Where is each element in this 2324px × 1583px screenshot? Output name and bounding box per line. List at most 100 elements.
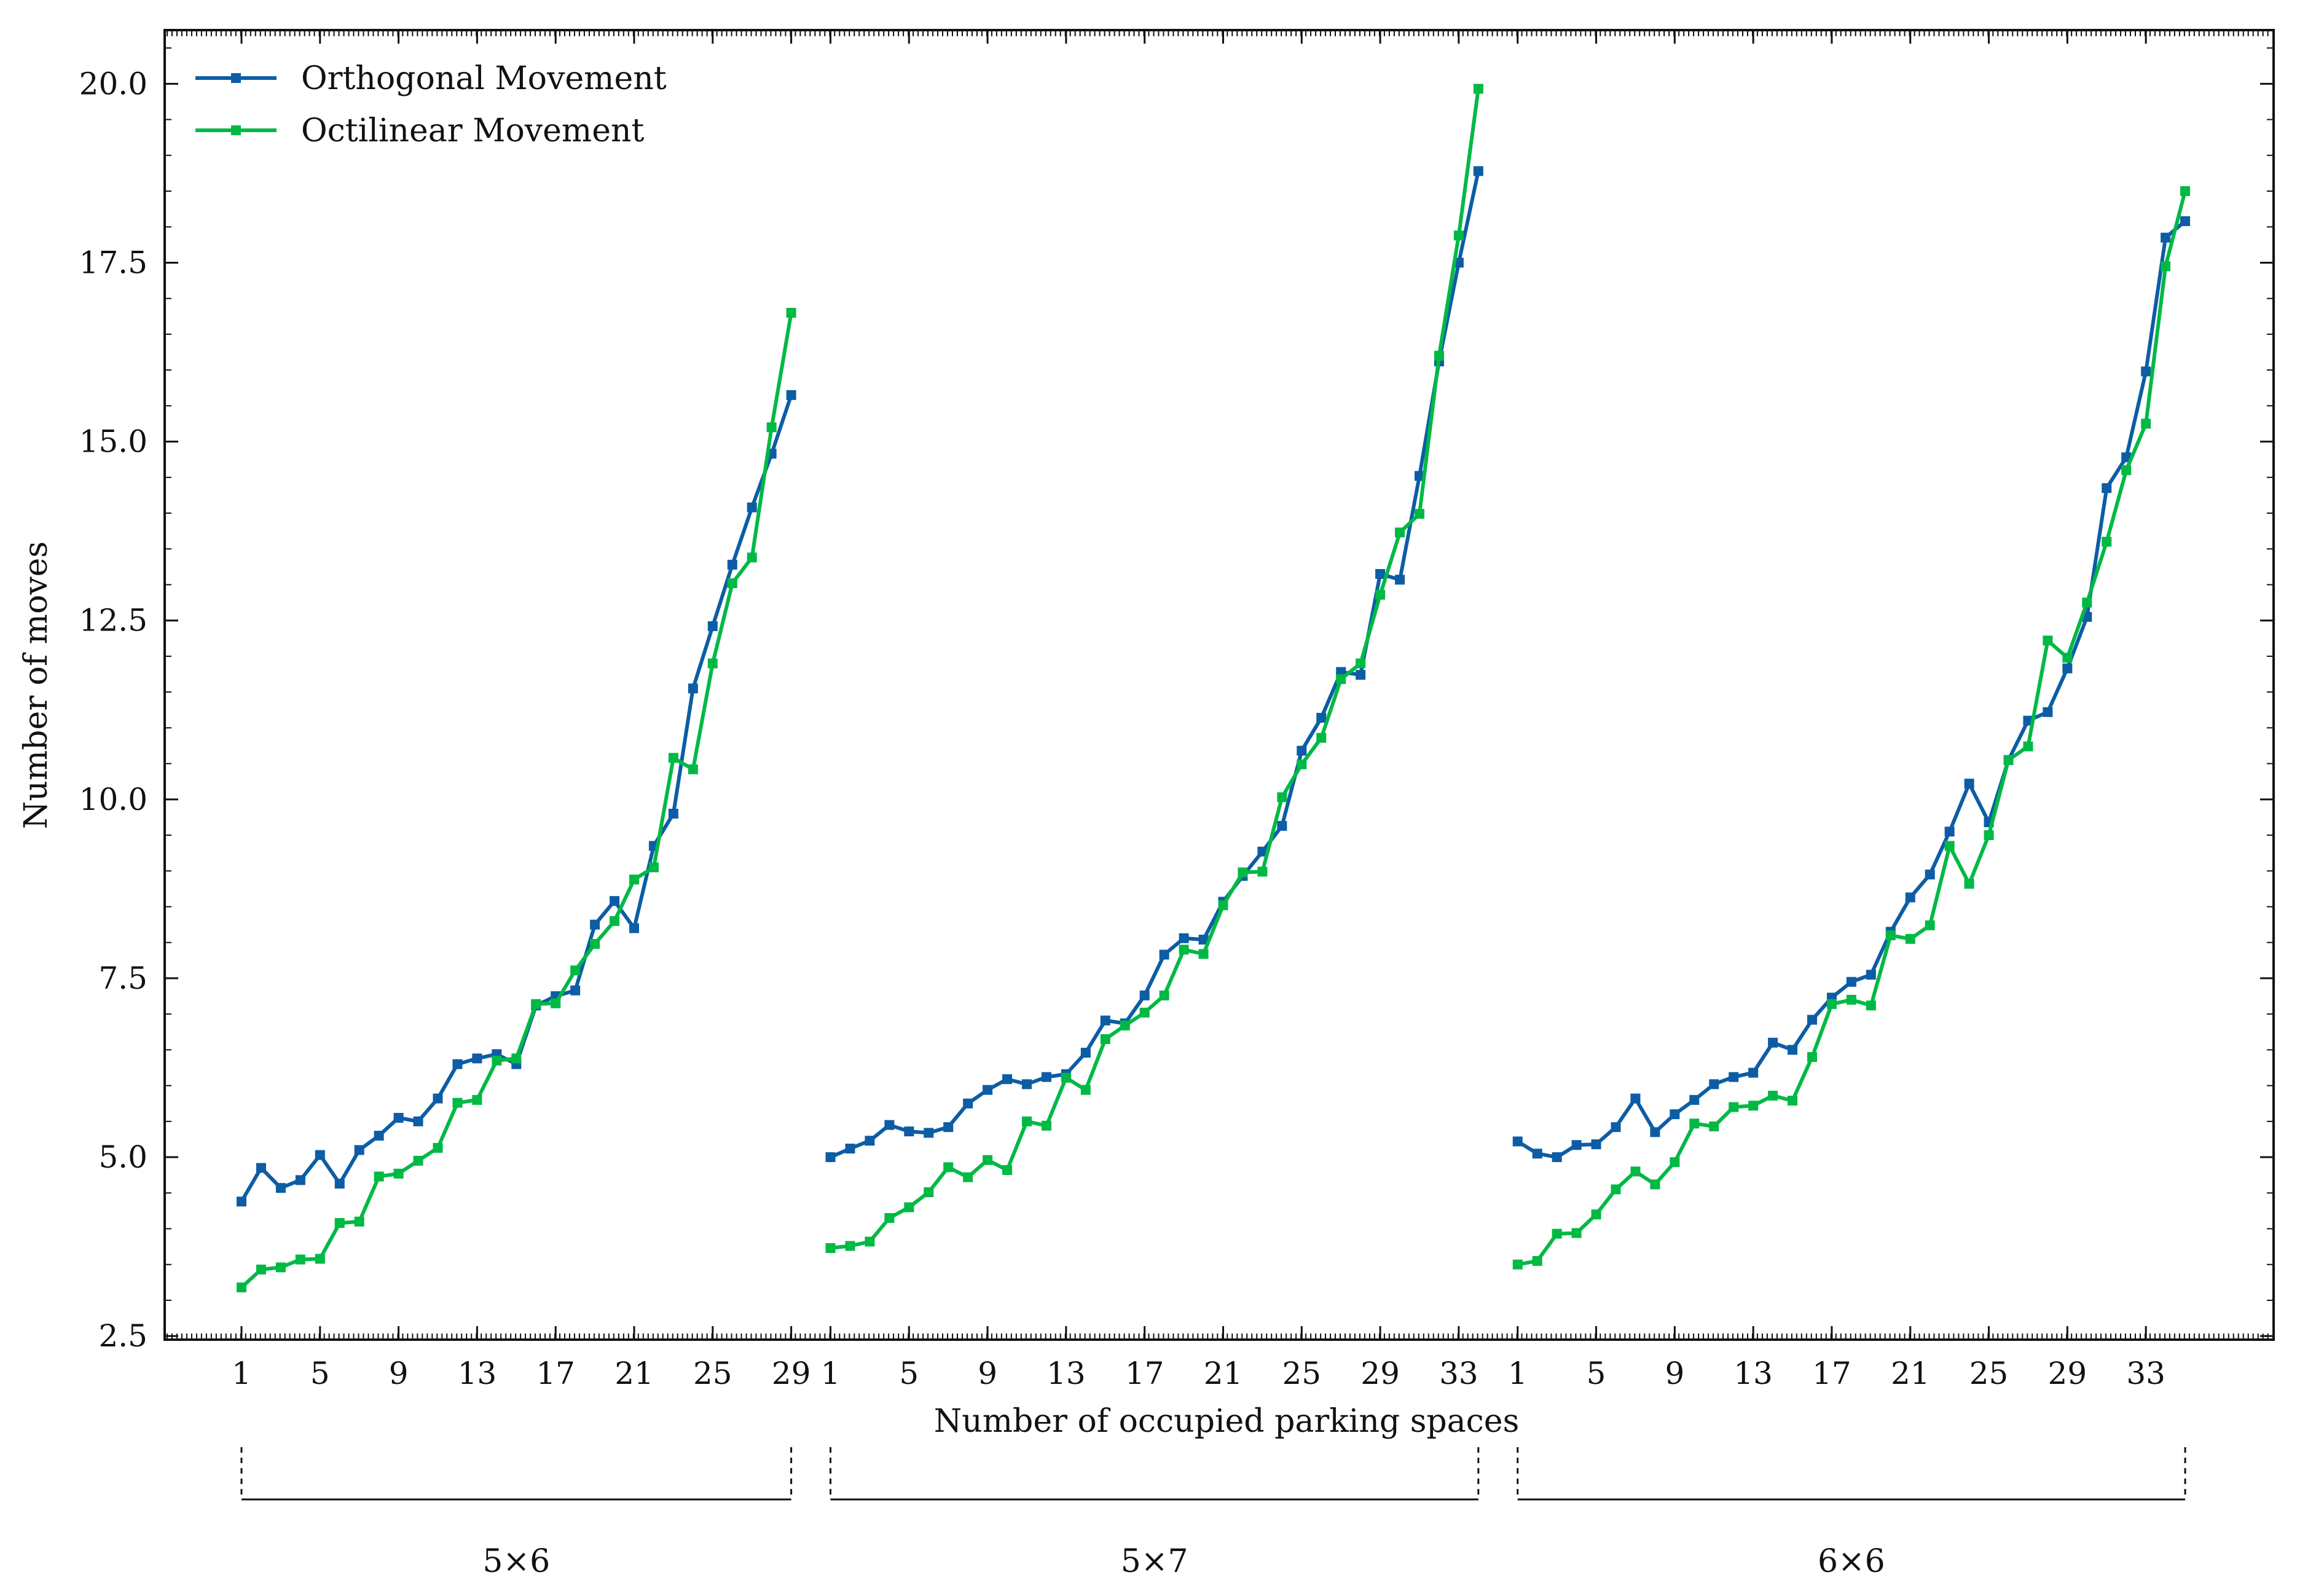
data-point [334,1179,345,1189]
x-tick-label: 29 [1360,1356,1400,1391]
y-axis-label: Number of moves [18,541,55,829]
x-tick-label: 17 [1812,1356,1851,1391]
data-point [413,1155,423,1166]
data-point [1002,1074,1013,1085]
data-point [1552,1152,1562,1163]
data-point [1905,892,1915,903]
data-point [1297,759,1307,769]
data-point [1571,1140,1582,1150]
x-tick-labels: 1 5 9 13 17 21 25 29 1 5 9 13 17 21 25 29 33 1 5 9 13 17 21 25 2… [232,1356,2165,1391]
group-brackets: 5×6 5×7 6×6 [240,1447,2186,1580]
data-point [1179,945,1189,955]
group-label: 5×7 [1121,1543,1188,1580]
data-point [1061,1072,1071,1083]
data-point [1002,1165,1013,1176]
data-point [334,1218,345,1228]
x-tick-label: 17 [1125,1356,1164,1391]
series-line-orthogonal [240,394,793,1203]
data-point [472,1094,482,1105]
data-point [1788,1096,1798,1106]
data-point [1139,990,1150,1000]
x-tick-label: 9 [1665,1356,1684,1391]
data-point [845,1241,855,1251]
data-point [1257,846,1268,857]
series-line-octilinear [830,88,1480,1250]
data-point [786,307,796,318]
data-point [2180,216,2191,226]
data-point [492,1055,502,1066]
data-point [452,1059,463,1069]
data-point [1532,1255,1542,1266]
data-point [1709,1121,1719,1131]
group-label: 5×6 [482,1543,550,1580]
data-point [1041,1120,1051,1131]
data-point [570,985,581,996]
data-point [315,1150,325,1160]
data-point [1139,1007,1150,1018]
data-point [1591,1209,1601,1220]
data-point [688,764,698,774]
data-point [1159,949,1169,960]
data-point [275,1183,286,1193]
x-tick-label: 25 [1969,1356,2009,1391]
data-point [983,1155,993,1165]
data-point [1415,471,1424,481]
data-point [1257,866,1268,877]
data-point [1159,990,1169,1000]
data-point [433,1142,443,1153]
x-tick-label: 1 [232,1356,251,1391]
data-point [2102,483,2112,493]
data-point [295,1254,305,1265]
data-point [1689,1094,1700,1105]
data-point [747,502,757,513]
data-point [1611,1184,1621,1195]
data-point [1748,1067,1759,1078]
data-point [1512,1259,1523,1270]
x-tick-label: 13 [458,1356,497,1391]
y-tick-label: 20.0 [79,66,147,101]
data-point [610,896,620,906]
data-point [845,1144,855,1154]
data-point [983,1085,993,1095]
y-tick-labels: 2.5 5.0 7.5 10.0 12.5 15.0 17.5 20.0 [79,66,147,1354]
data-point [1395,575,1405,585]
data-point [237,1282,246,1292]
data-point [648,862,659,873]
axis-ticks [165,30,2274,1340]
data-point [1748,1101,1759,1111]
x-tick-label: 21 [614,1356,654,1391]
data-point [1905,933,1915,944]
data-point [747,552,757,563]
data-point [452,1098,463,1108]
data-point [1925,870,1935,880]
x-tick-label: 5 [1587,1356,1606,1391]
data-point [1866,970,1876,980]
data-point [1041,1072,1051,1082]
data-point [1453,230,1464,241]
y-tick-label: 7.5 [98,960,147,996]
data-point [2161,261,2171,272]
data-point [256,1264,266,1275]
legend-label: Octilinear Movement [301,112,644,149]
x-tick-label: 33 [2126,1356,2165,1391]
data-point [1670,1157,1680,1168]
data-point [531,999,541,1009]
data-point [551,998,561,1008]
data-point [610,916,620,926]
data-point [570,965,581,976]
data-point [472,1053,482,1064]
data-point [2003,755,2014,765]
legend-marker [231,73,241,83]
data-point [1022,1116,1032,1126]
x-tick-label: 25 [1282,1356,1321,1391]
data-point [924,1128,934,1138]
data-point [884,1120,895,1130]
data-point [1944,827,1955,837]
data-point [256,1163,266,1173]
legend-label: Orthogonal Movement [301,60,667,97]
data-point [943,1122,954,1133]
data-point [1512,1136,1523,1147]
data-point [1571,1228,1582,1238]
data-point [2062,663,2073,674]
data-point [1807,1052,1817,1063]
